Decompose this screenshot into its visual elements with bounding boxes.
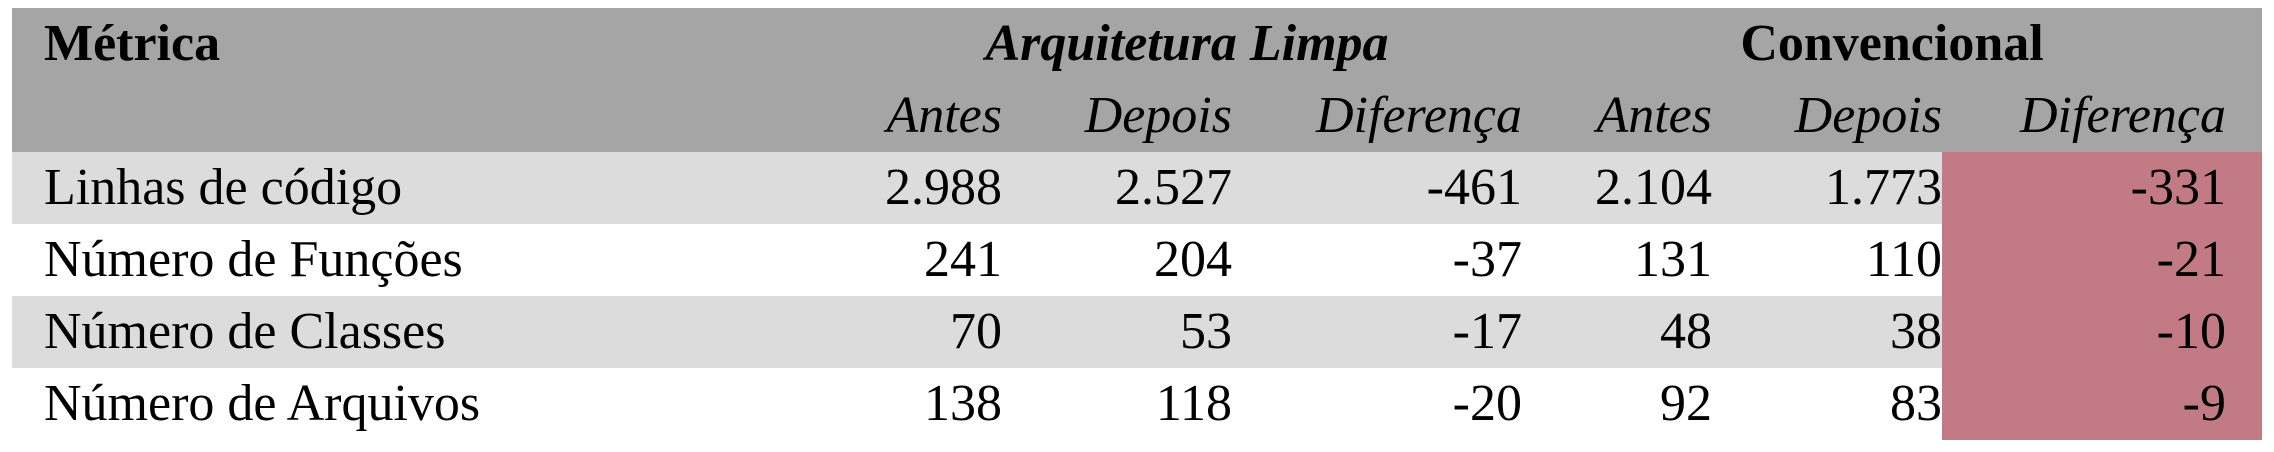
subheader-clean-before: Antes	[886, 87, 1002, 144]
metric-header: Métrica	[44, 15, 221, 72]
cell-clean-before: 138	[924, 375, 1002, 432]
cell-conv-diff: -9	[1942, 368, 2262, 440]
metrics-table: Métrica Arquitetura Limpa Convencional A…	[12, 8, 2262, 440]
cell-clean-diff: -17	[1452, 303, 1522, 360]
subheader-empty	[12, 80, 852, 152]
subheader-clean-difference: Diferença	[1316, 87, 1522, 144]
cell-clean-before: 241	[924, 231, 1002, 288]
cell-conv-before: 92	[1660, 375, 1712, 432]
cell-conv-after: 110	[1865, 231, 1942, 288]
group-header-conventional: Convencional	[1740, 15, 2044, 72]
table-row: Número de Classes 70 53 -17 48 38 -10	[12, 296, 2262, 368]
cell-clean-after: 2.527	[1115, 159, 1232, 216]
table-row: Número de Arquivos 138 118 -20 92 83 -9	[12, 368, 2262, 440]
group-header-clean: Arquitetura Limpa	[985, 15, 1389, 72]
cell-conv-diff: -21	[1942, 224, 2262, 296]
cell-conv-after: 38	[1890, 303, 1942, 360]
cell-conv-diff: -10	[1942, 296, 2262, 368]
cell-clean-diff: -37	[1452, 231, 1522, 288]
cell-clean-before: 70	[950, 303, 1002, 360]
table-row: Número de Funções 241 204 -37 131 110 -2…	[12, 224, 2262, 296]
row-label: Linhas de código	[44, 159, 403, 216]
cell-conv-after: 1.773	[1825, 159, 1942, 216]
subheader-conv-difference: Diferença	[2020, 87, 2226, 144]
cell-clean-after: 53	[1180, 303, 1232, 360]
subheader-conv-before: Antes	[1596, 87, 1712, 144]
cell-clean-after: 118	[1155, 375, 1232, 432]
table-row: Linhas de código 2.988 2.527 -461 2.104 …	[12, 152, 2262, 224]
header-row-subheaders: Antes Depois Diferença Antes Depois Dife…	[12, 80, 2262, 152]
subheader-clean-after: Depois	[1084, 87, 1232, 144]
cell-conv-before: 2.104	[1595, 159, 1712, 216]
cell-clean-diff: -461	[1426, 159, 1522, 216]
cell-conv-after: 83	[1890, 375, 1942, 432]
cell-clean-diff: -20	[1452, 375, 1522, 432]
cell-clean-after: 204	[1154, 231, 1232, 288]
row-label: Número de Classes	[44, 303, 446, 360]
row-label: Número de Funções	[44, 231, 463, 288]
header-row-groups: Métrica Arquitetura Limpa Convencional	[12, 8, 2262, 80]
cell-clean-before: 2.988	[885, 159, 1002, 216]
cell-conv-before: 131	[1634, 231, 1712, 288]
cell-conv-diff: -331	[1942, 152, 2262, 224]
subheader-conv-after: Depois	[1794, 87, 1942, 144]
cell-conv-before: 48	[1660, 303, 1712, 360]
row-label: Número de Arquivos	[44, 375, 481, 432]
